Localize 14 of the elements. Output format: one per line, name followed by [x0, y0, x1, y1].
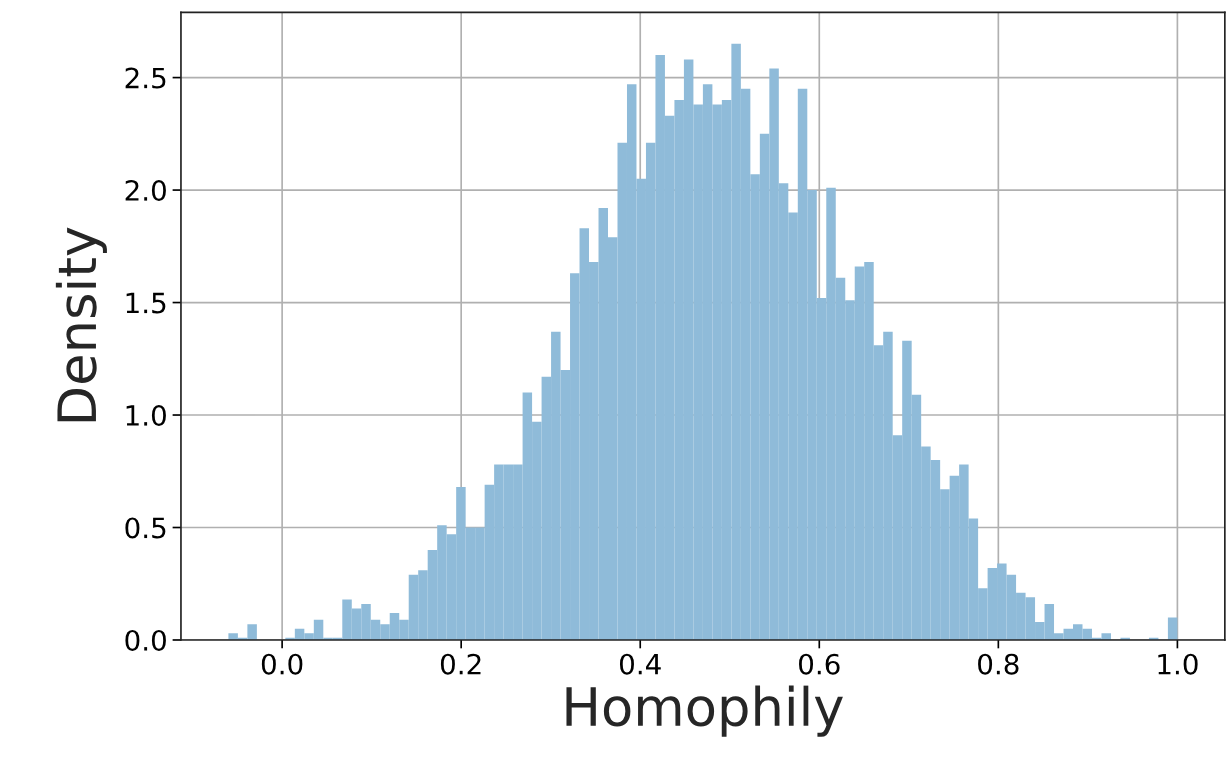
x-tick-label: 1.0 [1158, 653, 1198, 675]
y-tick-label: 1.5 [126, 292, 166, 314]
y-tick-label: 2.0 [125, 180, 166, 202]
x-tick-label: 0.0 [261, 653, 303, 675]
y-tick-label: 0.5 [125, 517, 166, 539]
y-tick-label: 1.0 [126, 404, 166, 426]
x-axis-title: Homophily [566, 685, 843, 737]
y-tick-label: 2.5 [125, 67, 166, 89]
x-tick-label: 0.4 [619, 653, 661, 675]
y-tick-label: 0.0 [125, 629, 166, 651]
y-axis-title: Density [55, 227, 107, 422]
x-tick-label: 0.8 [978, 653, 1019, 675]
x-tick-label: 0.2 [440, 653, 481, 675]
x-tick-label: 0.6 [799, 653, 840, 675]
